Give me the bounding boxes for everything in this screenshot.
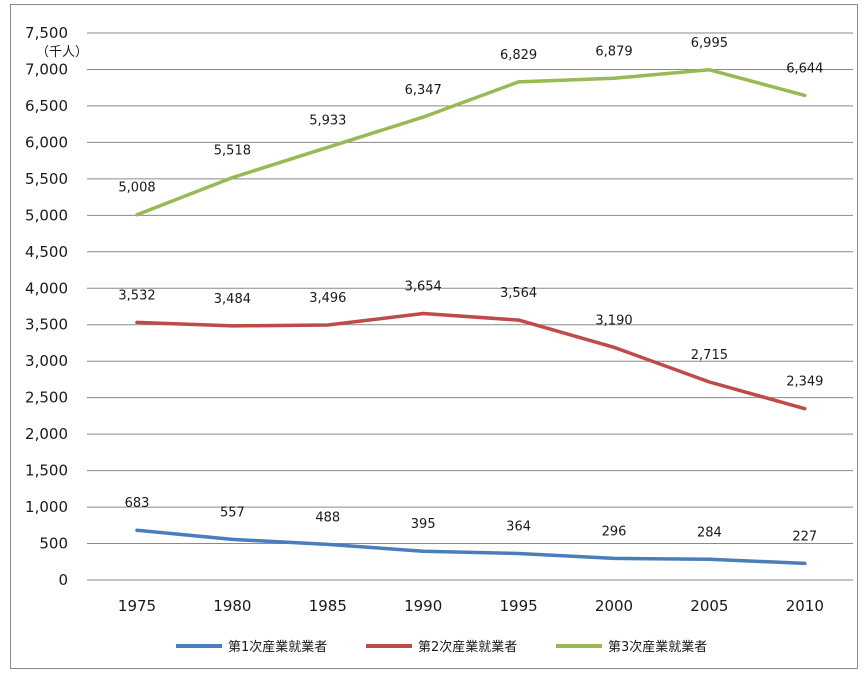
y-tick-label: 3,000 [25,352,68,370]
data-label: 557 [220,505,245,520]
data-label: 3,564 [500,286,537,301]
data-labels: 683 557 488 395 364 296 284 227 3,532 3,484 3,496 3… [118,36,823,545]
series-line-1 [135,528,807,566]
y-tick-label: 5,500 [25,170,68,188]
data-label: 6,644 [786,61,823,76]
y-tick-label: 6,000 [25,133,68,151]
data-label: 5,933 [309,113,346,128]
data-label: 683 [125,496,150,511]
x-tick-label: 1990 [404,597,442,615]
data-label: 6,879 [595,44,632,59]
y-tick-label: 7,500 [25,24,68,42]
data-label: 5,008 [118,181,155,196]
legend-label: 第2次産業就業者 [418,639,517,655]
y-tick-label: 4,500 [25,243,68,261]
data-label: 5,518 [214,144,251,159]
x-tick-label: 2010 [786,597,824,615]
x-tick-label: 2005 [690,597,728,615]
y-tick-label: 0 [58,571,68,589]
data-label: 2,715 [691,348,728,363]
y-tick-label: 3,500 [25,316,68,334]
y-tick-label: 5,000 [25,206,68,224]
y-tick-label: 7,000 [25,60,68,78]
y-tick-label: 1,000 [25,498,68,516]
y-tick-label: 1,500 [25,462,68,480]
data-label: 395 [411,517,436,532]
data-label: 3,654 [405,280,442,295]
series-lines [135,68,807,566]
legend-label: 第3次産業就業者 [608,639,707,655]
x-tick-label: 1985 [309,597,347,615]
x-tick-label: 1980 [213,597,251,615]
y-tick-label: 500 [39,535,68,553]
data-label: 6,829 [500,48,537,63]
data-label: 364 [506,519,531,534]
data-label: 3,190 [595,313,632,328]
data-label: 284 [697,525,722,540]
data-label: 6,347 [405,83,442,98]
data-label: 488 [315,510,340,525]
y-tick-label: 2,500 [25,389,68,407]
x-tick-label: 1975 [118,597,156,615]
y-axis-unit-label: （千人） [36,45,88,60]
data-label: 6,995 [691,36,728,51]
x-axis-tick-labels: 1975 1980 1985 1990 1995 2000 2005 2010 [118,597,824,615]
data-label: 296 [602,524,627,539]
y-tick-label: 6,500 [25,97,68,115]
y-axis-tick-labels: 0 500 1,000 1,500 2,000 2,500 3,000 3,500 4,000 4… [25,24,68,589]
data-label: 227 [792,529,817,544]
series-line-3 [135,68,807,217]
data-label: 2,349 [786,375,823,390]
y-tick-label: 2,000 [25,425,68,443]
data-label: 3,484 [214,292,251,307]
legend-label: 第1次産業就業者 [228,639,327,655]
data-label: 3,496 [309,291,346,306]
x-tick-label: 2000 [595,597,633,615]
gridlines [87,32,853,581]
data-label: 3,532 [118,288,155,303]
y-tick-label: 4,000 [25,279,68,297]
series-line-2 [135,311,807,411]
legend: 第1次産業就業者 第2次産業就業者 第3次産業就業者 [176,639,707,655]
x-tick-label: 1995 [500,597,538,615]
